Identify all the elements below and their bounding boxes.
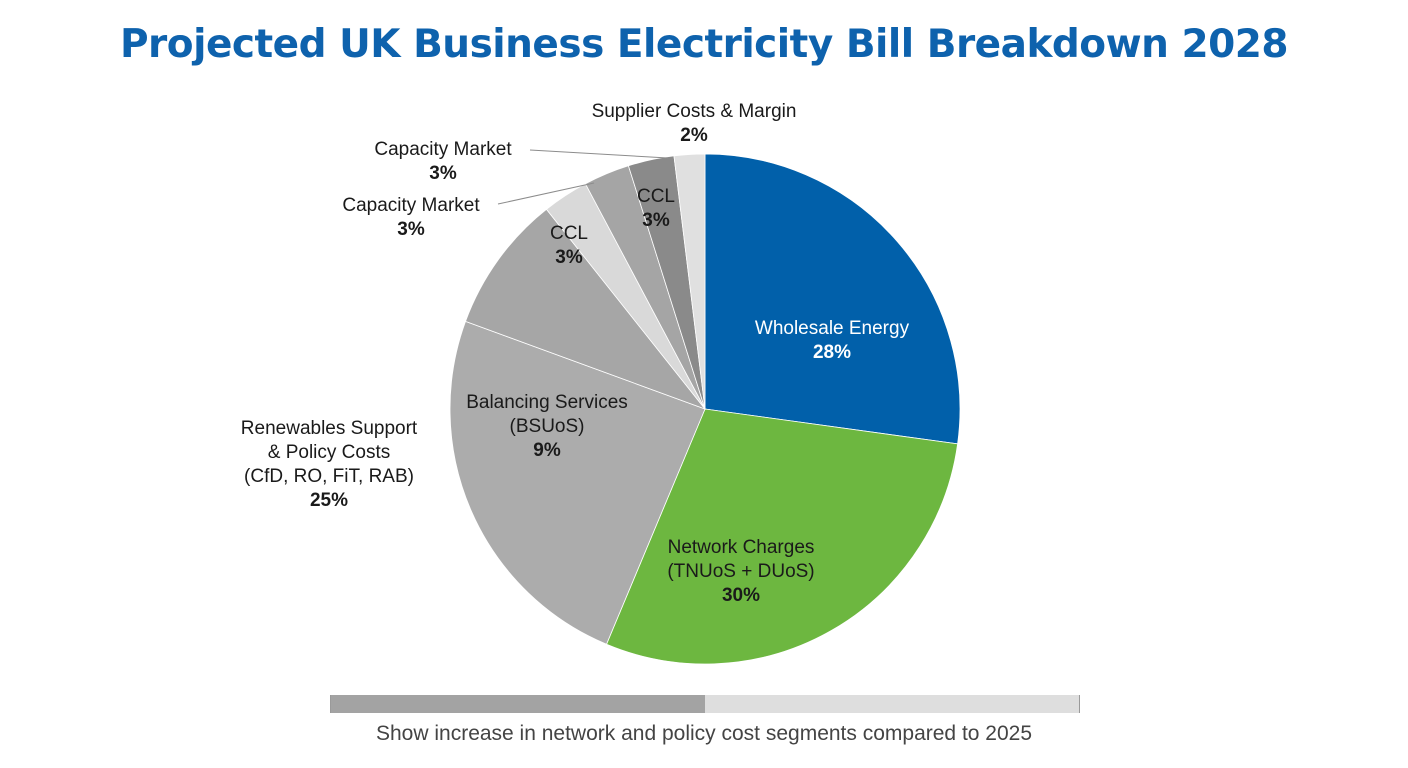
slice-percent-network: 30%: [722, 585, 760, 606]
slice-label-network: Network Charges (TNUoS + DUoS) 30%: [667, 537, 814, 606]
comparison-progress-fill: [331, 695, 705, 713]
pie-slice-wholesale: [704, 153, 961, 445]
comparison-progress-bar: [330, 695, 1080, 713]
slice-label-line: Capacity Market: [374, 139, 512, 160]
slice-label-line: Renewables Support: [241, 418, 418, 439]
slice-label-balancing: Balancing Services (BSUoS) 9%: [466, 392, 628, 461]
slice-label-line: (CfD, RO, FiT, RAB): [244, 466, 414, 487]
pie-slice-network: [605, 408, 959, 665]
slice-label-line: CCL: [550, 223, 588, 244]
slice-label-ccl_light: CCL 3%: [550, 223, 588, 268]
slice-label-line: (BSUoS): [510, 416, 585, 437]
slice-label-capacity_a: Capacity Market 3%: [342, 195, 480, 240]
slice-label-renewables: Renewables Support & Policy Costs (CfD, RO…: [241, 418, 418, 511]
slice-label-capacity_b: Capacity Market 3%: [374, 139, 512, 184]
slice-percent-capacity_b: 3%: [429, 163, 457, 184]
slice-percent-supplier: 2%: [680, 125, 708, 146]
slice-label-line: Balancing Services: [466, 392, 628, 413]
slice-label-line: CCL: [637, 186, 675, 207]
leader-line-capacity_a: [497, 182, 595, 205]
chart-title: Projected UK Business Electricity Bill B…: [119, 22, 1289, 67]
leader-line-capacity_b: [529, 149, 669, 159]
pie-slice-renewables: [449, 320, 706, 645]
slice-label-wholesale: Wholesale Energy 28%: [755, 318, 910, 363]
slice-percent-balancing: 9%: [533, 440, 561, 461]
slice-percent-capacity_a: 3%: [397, 219, 425, 240]
pie-slice-balancing: [465, 208, 707, 410]
slice-percent-renewables: 25%: [310, 490, 348, 511]
slice-label-line: Wholesale Energy: [755, 318, 910, 339]
slice-percent-ccl_light: 3%: [555, 247, 583, 268]
slice-percent-ccl_dark: 3%: [642, 210, 670, 231]
slice-label-line: (TNUoS + DUoS): [667, 561, 814, 582]
pie-slice-supplier: [673, 153, 706, 410]
slice-label-supplier: Supplier Costs & Margin 2%: [592, 101, 797, 146]
slice-label-ccl_dark: CCL 3%: [637, 186, 675, 231]
slice-label-line: Capacity Market: [342, 195, 480, 216]
slice-label-line: & Policy Costs: [268, 442, 390, 463]
slice-percent-wholesale: 28%: [813, 342, 851, 363]
slice-label-line: Network Charges: [668, 537, 815, 558]
chart-footnote: Show increase in network and policy cost…: [375, 722, 1033, 745]
slice-label-line: Supplier Costs & Margin: [592, 101, 797, 122]
